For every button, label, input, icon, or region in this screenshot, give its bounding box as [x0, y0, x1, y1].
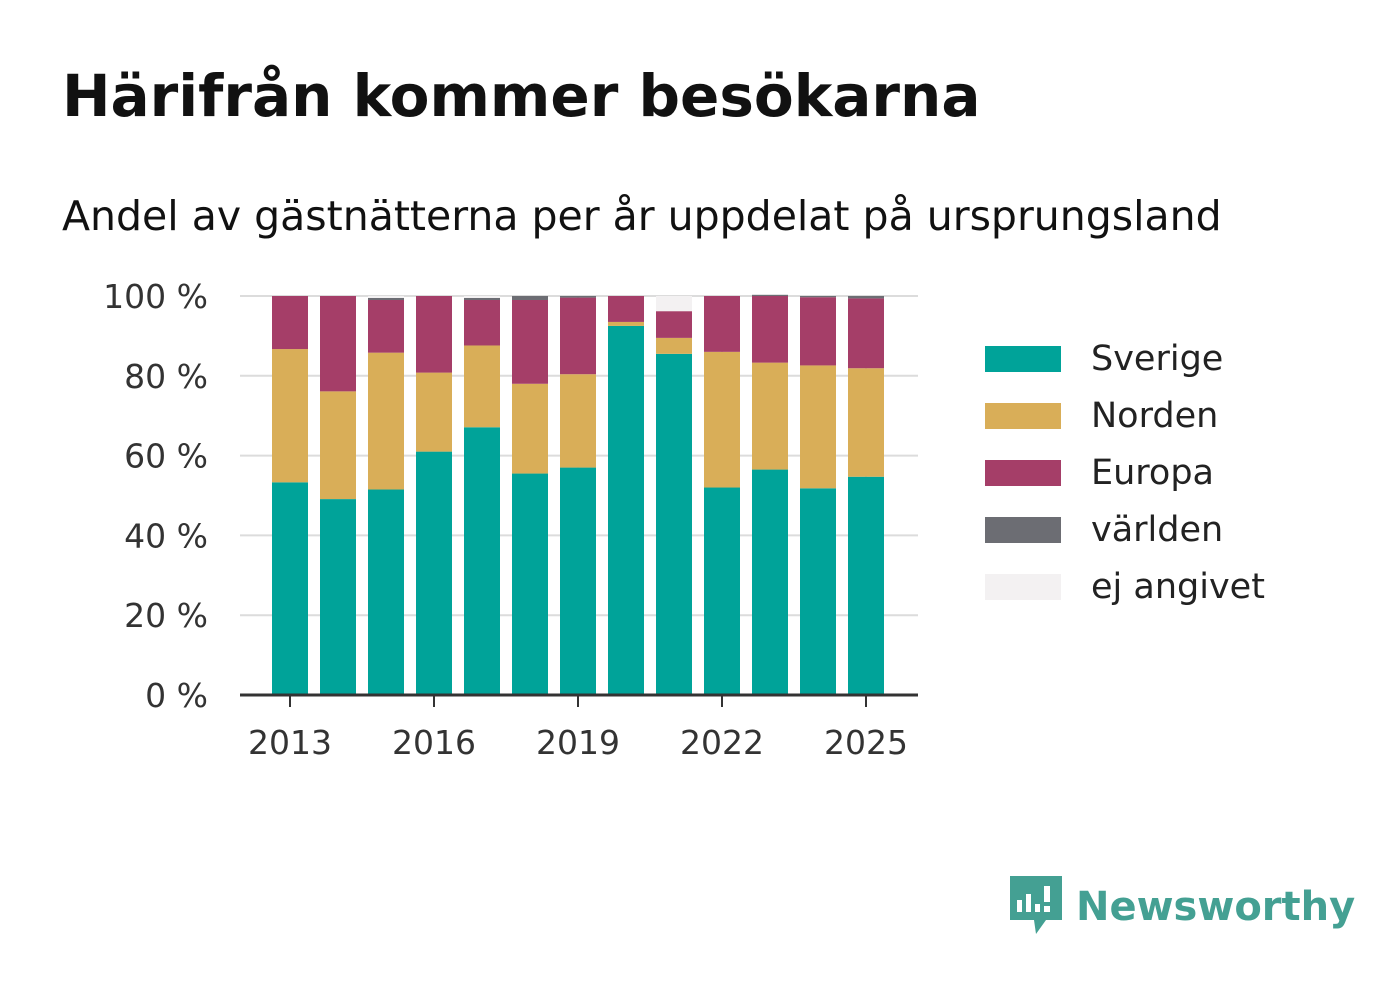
- bar-segment-2022-0: [704, 487, 740, 695]
- bar-segment-2021-2: [656, 311, 692, 338]
- y-tick-label: 20 %: [124, 596, 208, 635]
- legend-item: Europa: [985, 444, 1265, 501]
- bar-segment-2015-3: [368, 297, 404, 300]
- bar-segment-2017-1: [464, 345, 500, 428]
- chart-title: Härifrån kommer besökarna: [62, 62, 981, 130]
- bar-segment-2024-3: [800, 296, 836, 298]
- y-tick-labels: 0 % 20 % 40 % 60 % 80 % 100 %: [103, 277, 208, 715]
- x-tick-label: 2022: [680, 723, 764, 762]
- bar-segment-2023-0: [752, 469, 788, 695]
- x-tick-label: 2025: [824, 723, 908, 762]
- bar-segment-2017-3: [464, 297, 500, 300]
- bar-segment-2017-2: [464, 299, 500, 346]
- chart-subtitle: Andel av gästnätterna per år uppdelat på…: [62, 192, 1222, 240]
- bar-segment-2014-0: [320, 499, 356, 695]
- bar-segment-2025-3: [848, 296, 884, 299]
- bar-segment-2024-1: [800, 365, 836, 489]
- bar-segment-2016-1: [416, 372, 452, 452]
- bar-segment-2025-1: [848, 368, 884, 477]
- newsworthy-logo-icon: [1010, 876, 1062, 934]
- bar-segment-2013-0: [272, 482, 308, 695]
- bar-segment-2018-1: [512, 383, 548, 474]
- bar-segment-2015-2: [368, 299, 404, 353]
- bar-segment-2023-1: [752, 362, 788, 470]
- bar-segment-2021-1: [656, 337, 692, 354]
- newsworthy-logo-text: Newsworthy: [1076, 884, 1356, 930]
- y-tick-label: 80 %: [124, 357, 208, 396]
- bar-segment-2021-4: [656, 296, 692, 312]
- bar-segment-2013-2: [272, 296, 308, 350]
- x-tick-label: 2016: [392, 723, 476, 762]
- x-tick-labels: 2013 2016 2019 2022 2025: [248, 723, 908, 762]
- axes: [240, 693, 918, 707]
- bar-segment-2020-2: [608, 296, 644, 322]
- bar-segment-2018-0: [512, 473, 548, 695]
- bar-segment-2025-0: [848, 476, 884, 695]
- y-tick-label: 60 %: [124, 437, 208, 476]
- bar-segment-2018-2: [512, 299, 548, 384]
- legend-swatch: [985, 402, 1061, 429]
- bar-segment-2019-3: [560, 296, 596, 298]
- legend-swatch: [985, 573, 1061, 600]
- bars: [272, 294, 884, 695]
- bar-segment-2020-1: [608, 321, 644, 326]
- bar-segment-2023-2: [752, 296, 788, 363]
- bar-segment-2017-0: [464, 427, 500, 695]
- legend-label: världen: [1091, 509, 1224, 550]
- bar-segment-2013-1: [272, 349, 308, 483]
- legend-label: Sverige: [1091, 338, 1224, 379]
- bar-segment-2021-0: [656, 353, 692, 695]
- bar-segment-2015-1: [368, 352, 404, 490]
- y-tick-label: 0 %: [145, 676, 208, 715]
- legend-item: Sverige: [985, 330, 1265, 387]
- bar-segment-2015-4: [368, 296, 404, 298]
- bar-segment-2017-4: [464, 296, 500, 298]
- bar-segment-2016-0: [416, 451, 452, 695]
- y-tick-label: 100 %: [103, 277, 208, 316]
- bar-segment-2019-1: [560, 374, 596, 468]
- newsworthy-logo: Newsworthy: [1010, 876, 1355, 938]
- bar-segment-2015-0: [368, 489, 404, 695]
- legend-swatch: [985, 459, 1061, 486]
- x-tick-label: 2013: [248, 723, 332, 762]
- bar-segment-2014-1: [320, 391, 356, 500]
- bar-segment-2014-2: [320, 296, 356, 392]
- y-tick-label: 40 %: [124, 516, 208, 555]
- legend-label: ej angivet: [1091, 566, 1265, 607]
- bar-segment-2024-2: [800, 297, 836, 366]
- x-tick-label: 2019: [536, 723, 620, 762]
- bar-segment-2022-2: [704, 296, 740, 352]
- legend-item: världen: [985, 501, 1265, 558]
- bar-segment-2022-1: [704, 351, 740, 488]
- legend-swatch: [985, 516, 1061, 543]
- bar-segment-2020-0: [608, 325, 644, 695]
- legend-label: Norden: [1091, 395, 1219, 436]
- legend-swatch: [985, 345, 1061, 372]
- legend-label: Europa: [1091, 452, 1214, 493]
- bar-segment-2016-2: [416, 296, 452, 373]
- bar-segment-2023-3: [752, 294, 788, 296]
- bar-segment-2019-2: [560, 297, 596, 375]
- legend-item: ej angivet: [985, 558, 1265, 615]
- bar-segment-2025-2: [848, 298, 884, 369]
- chart-legend: Sverige Norden Europa världen ej angivet: [985, 330, 1265, 615]
- bar-segment-2018-3: [512, 296, 548, 300]
- bar-segment-2024-0: [800, 488, 836, 695]
- bar-segment-2019-0: [560, 467, 596, 695]
- legend-item: Norden: [985, 387, 1265, 444]
